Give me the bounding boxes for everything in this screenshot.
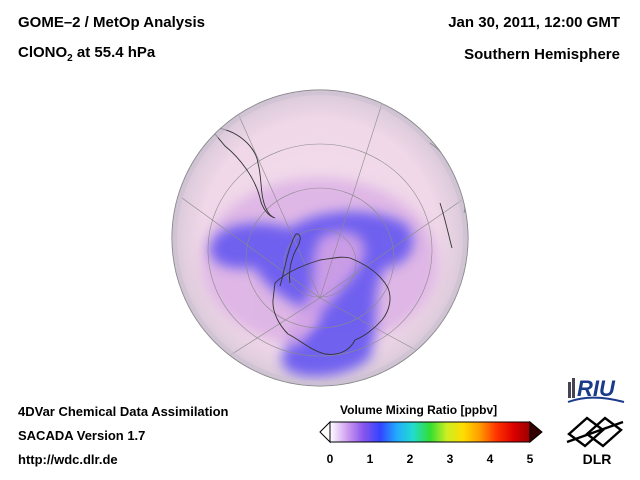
colorbar-bar (329, 421, 531, 443)
title-line-2: ClONO2 at 55.4 hPa (18, 44, 155, 64)
colorbar-tick: 2 (406, 452, 414, 466)
date-label: Jan 30, 2011, 12:00 GMT (448, 14, 620, 31)
coast-antarctica (272, 256, 391, 355)
title-line-1: GOME–2 / MetOp Analysis (18, 14, 205, 31)
colorbar-tick: 4 (486, 452, 494, 466)
riu-tower-icon (572, 378, 575, 398)
dlr-logo-text: DLR (583, 451, 612, 467)
species-name: ClONO (18, 44, 68, 61)
coast-south-america (209, 127, 276, 219)
riu-logo: RIU (567, 376, 625, 403)
colorbar-title: Volume Mixing Ratio [ppbv] (340, 403, 498, 417)
coast-new-zealand (439, 202, 453, 249)
colorbar-min-arrow (319, 420, 331, 444)
colorbar-tick: 0 (326, 452, 334, 466)
riu-wave-icon (567, 396, 625, 403)
region-label: Southern Hemisphere (464, 46, 620, 63)
footer-line-3: http://wdc.dlr.de (18, 452, 118, 467)
globe-rim-shade (172, 90, 468, 386)
footer-line-1: 4DVar Chemical Data Assimilation (18, 404, 229, 419)
dlr-logo: DLR (566, 416, 624, 467)
field-inner-patch (290, 231, 365, 348)
riu-tower-icon (568, 382, 571, 398)
pressure-level: at 55.4 hPa (72, 44, 156, 61)
dlr-emblem-icon (566, 416, 624, 448)
colorbar-tick: 1 (366, 452, 374, 466)
colorbar-max-arrow (529, 420, 543, 444)
species-subscript: 2 (67, 53, 73, 64)
colorbar-tick: 5 (526, 452, 534, 466)
colorbar (319, 420, 543, 444)
coast-antarctic-peninsula (279, 233, 301, 287)
footer-line-2: SACADA Version 1.7 (18, 428, 146, 443)
globe-map (171, 89, 469, 387)
colorbar-tick: 3 (446, 452, 454, 466)
